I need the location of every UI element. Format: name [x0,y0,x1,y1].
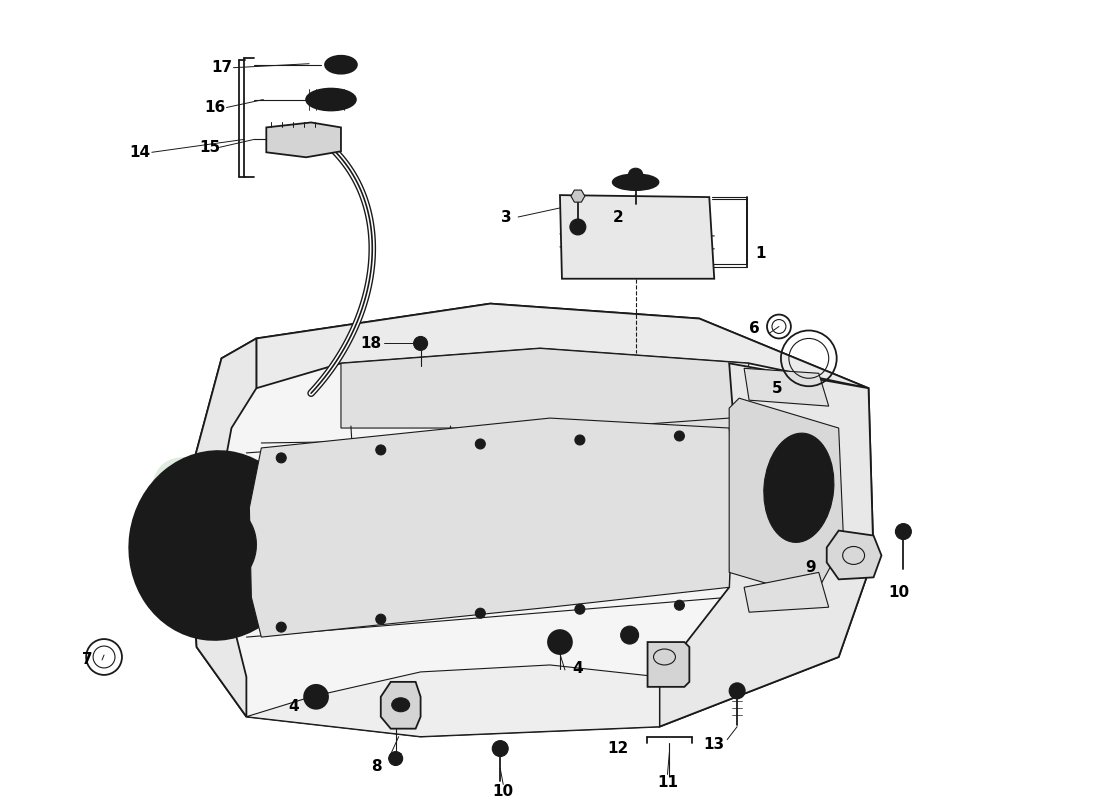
Polygon shape [648,642,690,687]
Circle shape [575,435,585,445]
Circle shape [548,630,572,654]
Circle shape [895,524,911,539]
Circle shape [205,533,234,562]
Polygon shape [744,368,828,406]
Circle shape [475,439,485,449]
Circle shape [475,608,485,618]
Circle shape [674,431,684,441]
Ellipse shape [392,698,409,712]
Ellipse shape [177,502,256,588]
Text: a porsche parts boutique 1985: a porsche parts boutique 1985 [255,548,726,577]
Ellipse shape [613,174,659,190]
Ellipse shape [306,89,356,110]
Text: 12: 12 [607,741,628,756]
Circle shape [376,445,386,455]
Circle shape [414,337,428,350]
Text: 4: 4 [573,662,583,677]
Circle shape [493,741,508,757]
Text: 4: 4 [288,699,298,714]
Text: 2: 2 [613,210,623,225]
Ellipse shape [628,168,642,180]
Text: 5: 5 [771,381,782,396]
Ellipse shape [0,46,741,800]
Polygon shape [560,195,714,278]
Text: 7: 7 [81,653,92,667]
Text: 9: 9 [805,560,816,575]
Circle shape [417,339,425,347]
Circle shape [376,614,386,624]
Text: 10: 10 [888,585,909,600]
Polygon shape [729,398,844,598]
Polygon shape [341,349,749,438]
Circle shape [570,219,586,235]
Text: 6: 6 [749,321,759,336]
Polygon shape [250,418,734,637]
Text: 11: 11 [657,775,678,790]
Text: 14: 14 [130,145,151,160]
Ellipse shape [130,451,304,640]
Circle shape [276,622,286,632]
Polygon shape [266,122,341,158]
Ellipse shape [197,524,236,567]
Ellipse shape [620,177,650,187]
Ellipse shape [632,171,639,177]
Text: eurospares: eurospares [147,434,833,541]
Circle shape [388,751,403,766]
Ellipse shape [144,467,289,624]
Text: 16: 16 [204,100,226,115]
Polygon shape [246,665,660,737]
Text: 8: 8 [372,759,382,774]
Polygon shape [187,338,256,717]
Polygon shape [744,572,828,612]
Circle shape [674,600,684,610]
Polygon shape [256,304,869,388]
Polygon shape [827,530,881,579]
Circle shape [211,539,228,555]
Text: 18: 18 [361,336,382,351]
Circle shape [276,453,286,463]
Circle shape [729,683,745,698]
Polygon shape [187,304,873,737]
Ellipse shape [324,56,356,74]
Text: 1: 1 [756,246,767,262]
Circle shape [304,685,328,709]
Circle shape [574,223,582,231]
Polygon shape [571,190,585,202]
Ellipse shape [763,433,834,542]
Circle shape [620,626,639,644]
Text: 17: 17 [211,60,232,75]
Text: 15: 15 [199,140,220,155]
Ellipse shape [777,452,822,523]
Text: 10: 10 [493,784,514,799]
Polygon shape [381,682,420,729]
Polygon shape [660,363,873,726]
Text: 3: 3 [500,210,512,225]
Text: 13: 13 [704,737,725,752]
Circle shape [575,604,585,614]
